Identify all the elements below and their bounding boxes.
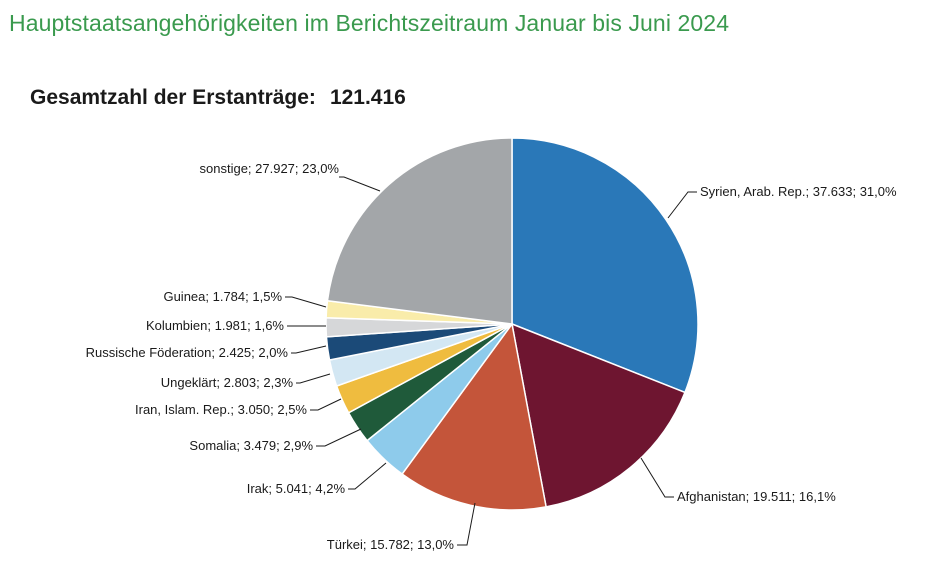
pie-slice-sonstige <box>326 137 513 325</box>
slice-label: Irak; 5.041; 4,2% <box>247 481 346 496</box>
slice-label: Russische Föderation; 2.425; 2,0% <box>86 345 289 360</box>
slice-label: Syrien, Arab. Rep.; 37.633; 31,0% <box>700 184 897 199</box>
leader-lines <box>285 176 697 546</box>
slice-label: Guinea; 1.784; 1,5% <box>163 289 282 304</box>
leader-line <box>348 462 387 490</box>
leader-line <box>310 398 342 411</box>
slice-label: Ungeklärt; 2.803; 2,3% <box>161 375 294 390</box>
page-title: Hauptstaatsangehörigkeiten im Berichtsze… <box>9 10 730 36</box>
slice-label: sonstige; 27.927; 23,0% <box>200 161 340 176</box>
slice-label: Kolumbien; 1.981; 1,6% <box>146 318 284 333</box>
leader-line <box>316 428 362 447</box>
slice-labels: Syrien, Arab. Rep.; 37.633; 31,0% Afghani… <box>86 161 897 552</box>
leader-line <box>667 191 697 219</box>
slice-label: Iran, Islam. Rep.; 3.050; 2,5% <box>135 402 307 417</box>
pie-slices <box>325 137 699 511</box>
leader-line <box>291 345 327 354</box>
slice-label: Somalia; 3.479; 2,9% <box>189 438 313 453</box>
total-value: 121.416 <box>329 86 406 109</box>
pie-slice-syrien-arab-rep <box>511 137 699 394</box>
leader-line <box>457 502 476 546</box>
leader-line <box>339 176 381 192</box>
pie-slice-türkei <box>401 322 547 511</box>
pie-slice-afghanistan <box>511 322 686 508</box>
leader-line <box>285 296 327 308</box>
total-applications: Gesamtzahl der Erstanträge: 121.416 <box>30 86 406 110</box>
slice-label: Afghanistan; 19.511; 16,1% <box>677 489 836 504</box>
leader-line <box>640 457 674 498</box>
leader-line <box>296 373 331 384</box>
slice-label: Türkei; 15.782; 13,0% <box>327 537 455 552</box>
total-label: Gesamtzahl der Erstanträge: <box>30 86 316 109</box>
